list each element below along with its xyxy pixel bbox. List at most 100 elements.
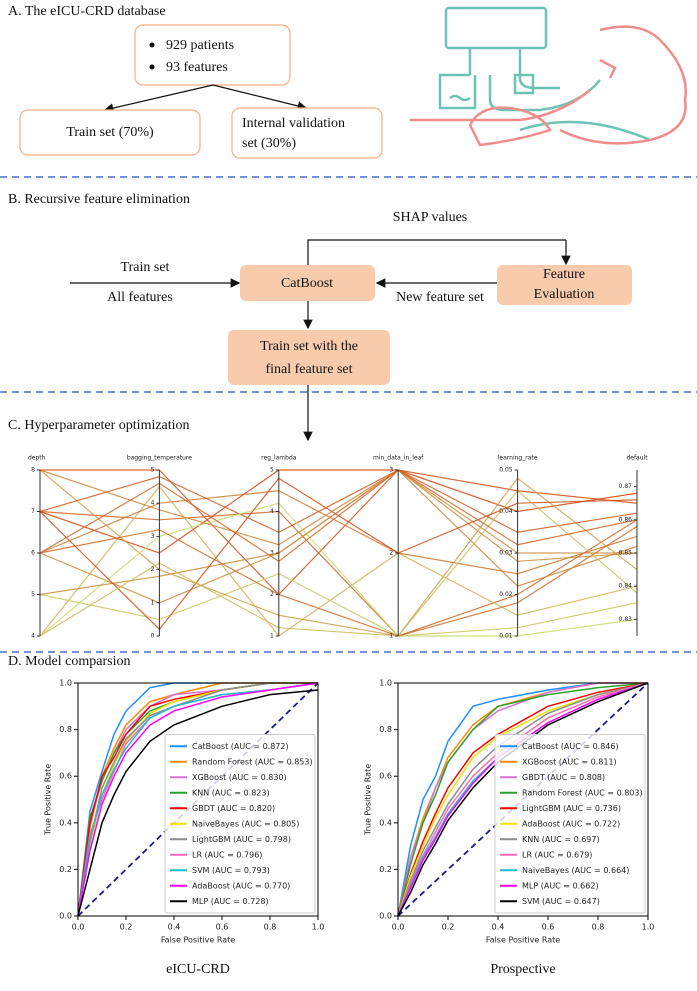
legend-label: SVM (AUC = 0.647) [522,897,600,906]
connector [307,239,566,265]
caption: eICU-CRD [166,962,230,977]
box-text: final feature set [265,362,352,377]
feature-evaluation-box [497,265,632,305]
legend-label: CatBoost (AUC = 0.846) [522,742,619,751]
box-text: set (30%) [242,136,296,151]
train-box [19,109,201,156]
y-tick-label: 0.4 [59,818,72,827]
tick-label: 0 [151,633,155,640]
tick-label: 1 [151,599,155,606]
x-tick-label: 0.2 [120,923,133,932]
roc-curve [397,682,649,917]
reference-diagonal [77,682,319,917]
axis-name: learning_rate [498,455,538,462]
tick-label: 2 [270,591,274,598]
legend-label: LightGBM (AUC = 0.798) [192,835,291,844]
legend-label: NaiveBayes (AUC = 0.805) [192,819,299,828]
roc-curve [397,682,649,917]
x-tick-label: 0.0 [392,923,405,932]
roc-curve [397,682,648,917]
legend-box [494,734,646,914]
tick-label: 5 [151,467,155,474]
box-text: CatBoost [281,276,333,291]
final-box [228,330,390,385]
x-tick-label: 0.4 [492,923,505,932]
x-tick-label: 0.2 [442,923,455,932]
legend-label: AdaBoost (AUC = 0.770) [192,881,290,890]
label: Train set [121,260,170,275]
legend-label: Random Forest (AUC = 0.853) [192,757,313,766]
axis-name: min_data_in_leaf [373,455,424,462]
tick-label: 0.86 [619,516,633,523]
ventilator-icon [410,6,687,147]
section-title: A. The eICU-CRD database [8,4,166,19]
label: New feature set [396,290,484,305]
x-tick-label: 0.4 [168,923,181,932]
tick-label: 4 [151,500,155,507]
tick-label: 3 [151,533,155,540]
y-tick-label: 0.2 [379,865,392,874]
arrow [212,84,308,111]
roc-curve [397,682,649,917]
axis-name: reg_lambda [261,455,297,462]
roc-curve [397,682,649,917]
label: SHAP values [393,210,468,225]
axis-name: bagging_temperature [127,455,192,462]
legend-label: CatBoost (AUC = 0.872) [192,742,289,751]
data-box [134,24,291,86]
legend-label: LR (AUC = 0.796) [192,850,262,859]
y-tick-label: 0.4 [379,818,392,827]
caption: Prospective [490,962,555,977]
tick-label: 1 [389,633,393,640]
catboost-box [240,265,375,301]
y-tick-label: 0.6 [59,772,72,781]
tick-label: 7 [31,508,35,515]
tick-label: 0.02 [499,591,513,598]
legend-label: GBDT (AUC = 0.820) [192,804,275,813]
trial-line [39,489,638,637]
box-text: Train set (70%) [66,125,154,140]
trial-line [39,469,638,596]
y-tick-label: 0.0 [59,912,72,921]
bullet [149,64,155,70]
roc-curve [397,682,649,917]
legend-label: AdaBoost (AUC = 0.722) [522,819,620,828]
bullet [149,42,155,48]
trial-line [39,525,638,637]
trial-line [39,573,638,637]
x-axis-label: False Positive Rate [486,936,560,945]
tick-label: 4 [270,508,274,515]
y-axis-label: True Positive Rate [364,764,373,836]
tick-label: 0.84 [619,583,633,590]
bullet-text: 93 features [166,60,228,75]
tick-label: 1 [270,633,274,640]
roc-curve [397,682,649,917]
box-text: Feature [543,267,585,282]
tick-label: 4 [31,633,35,640]
x-axis-label: False Positive Rate [161,936,235,945]
legend-label: Random Forest (AUC = 0.803) [522,788,643,797]
arrow [103,84,214,113]
tick-label: 8 [31,467,35,474]
box-text: Evaluation [534,287,595,302]
x-tick-label: 0.6 [542,923,555,932]
tick-label: 0.85 [619,550,633,557]
box-text: Internal validation [242,116,345,131]
section-title: C. Hyperparameter optimization [8,418,190,433]
x-tick-label: 1.0 [312,923,325,932]
y-tick-label: 0.0 [379,912,392,921]
tick-label: 2 [151,566,155,573]
plot-frame [397,682,649,917]
tick-label: 6 [31,550,35,557]
trial-line [39,510,638,637]
y-tick-label: 0.8 [379,725,392,734]
axis-name: default [626,455,648,462]
legend-label: MLP (AUC = 0.662) [522,881,599,890]
tick-label: 0.01 [499,633,513,640]
x-tick-label: 0.6 [216,923,229,932]
box-text: Train set with the [260,339,358,354]
tick-label: 0.03 [499,550,513,557]
x-tick-label: 0.0 [72,923,85,932]
trial-line [39,490,638,575]
